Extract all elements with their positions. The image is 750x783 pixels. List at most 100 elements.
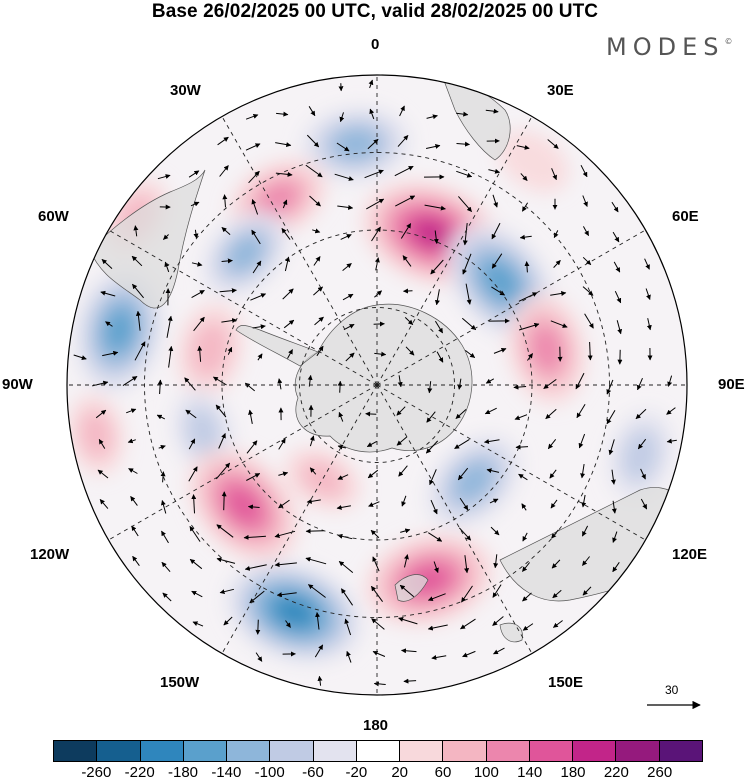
colorbar-tick-label: -100 xyxy=(254,764,285,781)
colorbar-swatch xyxy=(658,741,702,761)
wind-vector-arrow xyxy=(551,559,561,569)
colorbar-swatch xyxy=(139,741,183,761)
colorbar-swatch xyxy=(528,741,573,761)
wind-vector-arrow xyxy=(192,621,204,627)
wind-vector-arrow xyxy=(582,256,592,266)
wind-vector-arrow xyxy=(610,469,616,485)
wind-vector-arrow xyxy=(276,592,297,598)
wind-vector-arrow xyxy=(127,438,136,444)
meridian-line xyxy=(108,229,378,386)
wind-vector-arrow xyxy=(518,292,538,302)
wind-vector-arrow xyxy=(616,320,623,335)
wind-vector-arrow xyxy=(397,375,403,388)
wind-vector-arrow xyxy=(396,406,406,416)
anomaly-contour xyxy=(190,321,231,378)
wind-vector-arrow xyxy=(374,351,387,357)
wind-vector-arrow xyxy=(191,590,203,598)
meridian-line xyxy=(108,384,378,541)
wind-vector-arrow xyxy=(464,350,476,358)
anomaly-contour xyxy=(79,410,114,459)
colorbar-swatch xyxy=(182,741,227,761)
wind-vector-arrow xyxy=(278,438,286,450)
wind-vector-arrow xyxy=(582,286,594,296)
wind-vector-arrow xyxy=(248,409,253,424)
wind-vector-arrow xyxy=(365,411,377,417)
colorbar-swatch xyxy=(312,741,356,761)
wind-vector-arrow xyxy=(553,620,563,628)
lon-label-90e: 90E xyxy=(718,376,745,393)
lon-label-60w: 60W xyxy=(38,208,69,225)
meridian-line xyxy=(376,384,533,654)
wind-vector-arrow xyxy=(395,195,416,207)
wind-vectors xyxy=(73,79,677,687)
meridian-line xyxy=(221,116,378,386)
anomaly-contour xyxy=(621,428,660,483)
wind-vector-arrow xyxy=(456,170,473,178)
latitude-circle xyxy=(299,307,455,463)
wind-vector-arrow xyxy=(216,524,234,538)
wind-vector-arrow xyxy=(606,379,614,395)
wind-vector-arrow xyxy=(434,289,440,306)
wind-vector-arrow xyxy=(491,222,501,240)
wind-vector-arrow xyxy=(492,194,498,208)
wind-vector-arrow xyxy=(580,164,588,178)
wind-vector-arrow xyxy=(308,584,326,598)
wind-vector-arrow xyxy=(255,652,263,662)
wind-vector-arrow xyxy=(212,376,227,386)
wind-vector-arrow xyxy=(313,256,321,266)
wind-vector-arrow xyxy=(191,261,203,267)
colorbar-swatch xyxy=(269,741,313,761)
wind-vector-arrow xyxy=(402,255,412,267)
anomaly-contour xyxy=(529,324,564,373)
wind-vector-arrow xyxy=(400,223,412,239)
wind-vector-arrow xyxy=(520,173,528,181)
wind-vector-arrow xyxy=(403,678,417,684)
lon-label-60e: 60E xyxy=(672,208,699,225)
wind-vector-arrow xyxy=(374,290,382,298)
wind-vector-arrow xyxy=(218,433,226,449)
wind-vector-arrow xyxy=(102,350,119,357)
wind-vector-arrow xyxy=(399,584,415,598)
wind-vector-arrow xyxy=(513,384,527,390)
wind-vector-arrow xyxy=(464,555,470,574)
anomaly-contour xyxy=(256,181,300,216)
wind-vector-arrow xyxy=(100,290,116,297)
wind-vector-arrow xyxy=(276,111,289,117)
wind-vector-arrow xyxy=(308,106,316,117)
wind-vector-arrow xyxy=(489,498,499,504)
wind-vector-arrow xyxy=(158,444,166,450)
wind-vector-arrow xyxy=(580,464,586,479)
wind-vector-arrow xyxy=(372,556,380,572)
anomaly-contour xyxy=(227,235,264,272)
wind-vector-arrow xyxy=(547,438,557,450)
wind-vector-arrow xyxy=(306,498,321,504)
wind-vector-arrow xyxy=(636,378,643,391)
anomaly-contour xyxy=(412,219,452,248)
wind-vector-arrow xyxy=(132,555,140,566)
wind-vector-arrow xyxy=(399,105,405,117)
wind-vector-arrow xyxy=(522,532,528,542)
wind-vector-arrow xyxy=(454,438,470,450)
wind-vector-arrow xyxy=(130,495,138,506)
wind-vector-arrow xyxy=(457,378,463,390)
meridian-line xyxy=(376,229,646,386)
wind-vector-arrow xyxy=(522,623,534,631)
wind-vector-arrow xyxy=(337,380,343,393)
anomaly-contour xyxy=(275,598,313,627)
wind-vector-arrow xyxy=(342,293,354,301)
wind-vector-arrow xyxy=(281,227,291,240)
wind-vector-arrow xyxy=(315,612,321,630)
wind-vector-arrow xyxy=(284,256,291,272)
wind-vector-arrow xyxy=(190,201,200,207)
lon-label-90w: 90W xyxy=(2,376,33,393)
wind-vector-arrow xyxy=(314,316,324,326)
wind-vector-arrow xyxy=(369,108,375,120)
wind-vector-arrow xyxy=(193,316,205,332)
wind-vector-arrow xyxy=(222,194,228,208)
wind-vector-arrow xyxy=(217,136,229,146)
wind-vector-arrow xyxy=(521,503,527,511)
wind-vector-arrow xyxy=(640,468,646,480)
wind-vector-arrow xyxy=(433,230,439,244)
wind-vector-arrow xyxy=(344,618,352,636)
